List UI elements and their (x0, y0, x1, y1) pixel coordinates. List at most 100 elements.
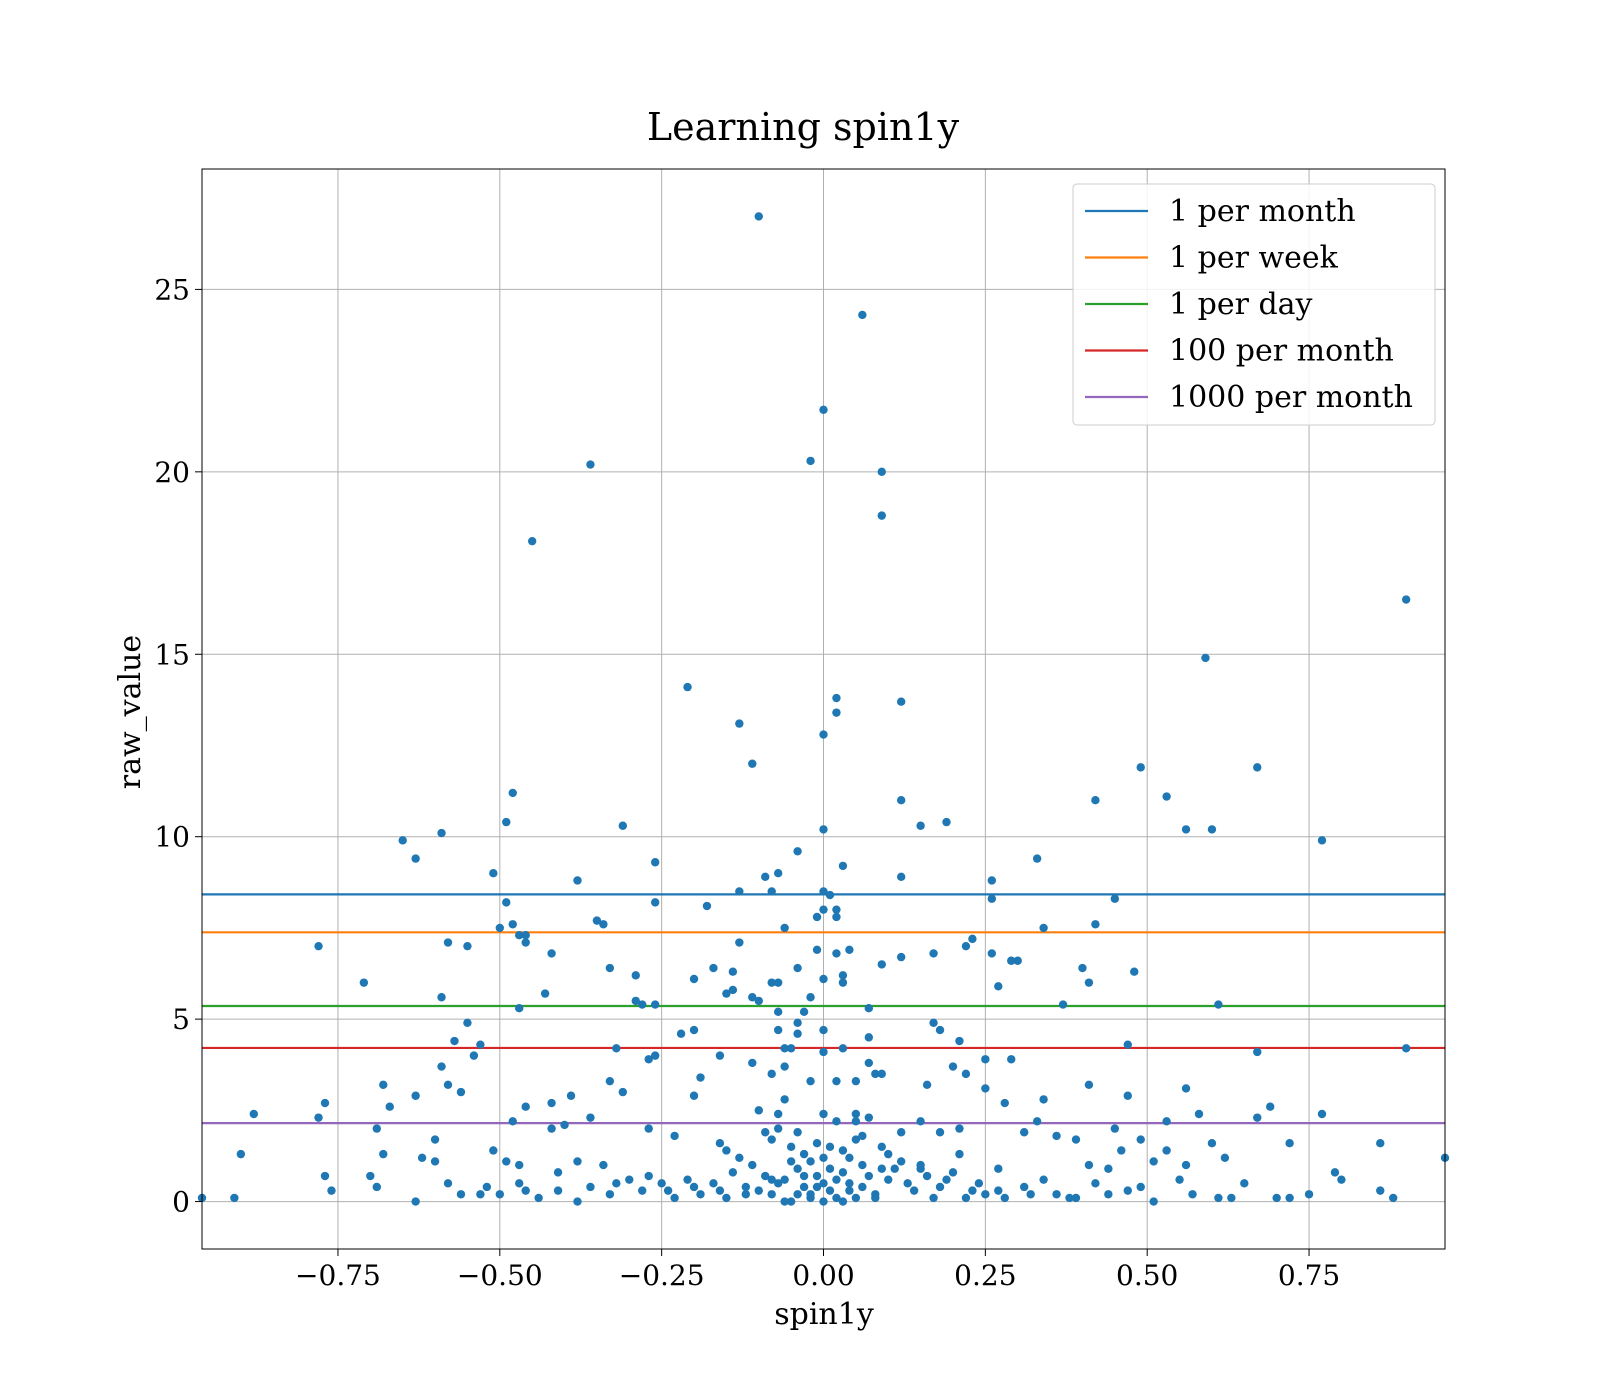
data-point (851, 1109, 861, 1119)
data-point (858, 1160, 867, 1170)
data-point (605, 1076, 615, 1086)
data-point (832, 1175, 841, 1184)
data-point (748, 759, 757, 768)
data-point (819, 730, 828, 739)
data-point (508, 788, 517, 798)
data-point (761, 1128, 770, 1137)
data-point (495, 1190, 505, 1199)
data-point (871, 1193, 880, 1203)
data-point (981, 1190, 990, 1199)
data-point (735, 887, 744, 896)
data-point (638, 1186, 647, 1195)
data-point (864, 1113, 874, 1122)
data-point (961, 1069, 971, 1079)
data-point (987, 949, 997, 958)
data-point (864, 1003, 874, 1013)
legend-label: 1 per month (1169, 194, 1356, 229)
data-point (650, 1051, 660, 1060)
data-point (955, 1036, 964, 1046)
data-point (767, 887, 776, 896)
data-point (773, 1025, 783, 1035)
data-point (877, 1142, 886, 1152)
data-point (896, 1128, 906, 1137)
data-point (806, 456, 815, 466)
data-point (689, 1025, 699, 1035)
data-point (1401, 1044, 1411, 1053)
data-point (1149, 1157, 1158, 1166)
data-point (858, 1182, 867, 1192)
data-point (495, 923, 505, 933)
data-point (1052, 1190, 1061, 1199)
data-point (812, 1182, 822, 1192)
data-point (722, 989, 731, 998)
data-point (689, 1091, 699, 1100)
data-point (489, 868, 498, 878)
data-point (650, 1000, 660, 1009)
data-point (320, 1098, 330, 1108)
data-point (884, 1149, 893, 1159)
scatter-points (197, 212, 1450, 1206)
data-point (754, 212, 763, 221)
data-point (463, 941, 472, 951)
data-point (851, 1193, 861, 1203)
x-axis-ticks: −0.75 −0.50 −0.25 0.00 0.25 0.50 0.75 (295, 1249, 1340, 1292)
data-point (773, 868, 783, 878)
data-point (1032, 854, 1042, 863)
data-point (521, 1186, 530, 1195)
data-point (819, 905, 828, 914)
data-point (1227, 1193, 1236, 1203)
data-point (1104, 1164, 1113, 1173)
data-point (1000, 1098, 1009, 1108)
data-point (871, 1069, 880, 1079)
data-point (650, 898, 660, 907)
data-point (1007, 1055, 1016, 1064)
data-point (741, 1190, 751, 1199)
data-point (644, 1124, 653, 1133)
data-point (935, 1025, 945, 1035)
data-point (735, 1153, 744, 1162)
data-point (948, 1062, 958, 1071)
x-tick-label: −0.50 (457, 1259, 543, 1292)
data-point (502, 898, 511, 907)
data-point (650, 858, 660, 867)
data-point (1019, 1182, 1029, 1192)
data-point (573, 1197, 582, 1206)
y-tick-label: 25 (154, 273, 190, 306)
data-point (780, 1062, 789, 1071)
data-point (715, 1186, 725, 1195)
data-point (845, 945, 854, 955)
data-point (1181, 825, 1191, 834)
data-point (845, 1153, 854, 1162)
data-point (1376, 1186, 1385, 1195)
data-point (722, 1193, 731, 1203)
data-point (443, 1080, 453, 1090)
data-point (476, 1190, 485, 1199)
data-point (372, 1182, 381, 1192)
data-point (1052, 1131, 1061, 1141)
data-point (877, 1164, 886, 1173)
data-point (799, 1171, 809, 1181)
x-tick-label: −0.75 (295, 1259, 381, 1292)
data-point (1253, 1047, 1262, 1057)
data-point (832, 708, 841, 717)
data-point (612, 1179, 621, 1188)
data-point (547, 1124, 556, 1133)
data-point (599, 1160, 608, 1170)
data-point (1317, 836, 1327, 845)
data-point (864, 1058, 874, 1068)
data-point (644, 1171, 653, 1181)
data-point (1149, 1197, 1158, 1206)
data-point (780, 1044, 789, 1053)
data-point (922, 1080, 932, 1090)
data-point (773, 1109, 783, 1119)
data-point (521, 938, 530, 947)
data-point (534, 1193, 543, 1203)
data-point (793, 1164, 802, 1173)
data-point (741, 1182, 751, 1192)
data-point (1110, 894, 1120, 903)
data-point (1104, 1190, 1113, 1199)
data-point (1065, 1193, 1074, 1203)
data-point (877, 511, 886, 520)
data-point (605, 1190, 615, 1199)
